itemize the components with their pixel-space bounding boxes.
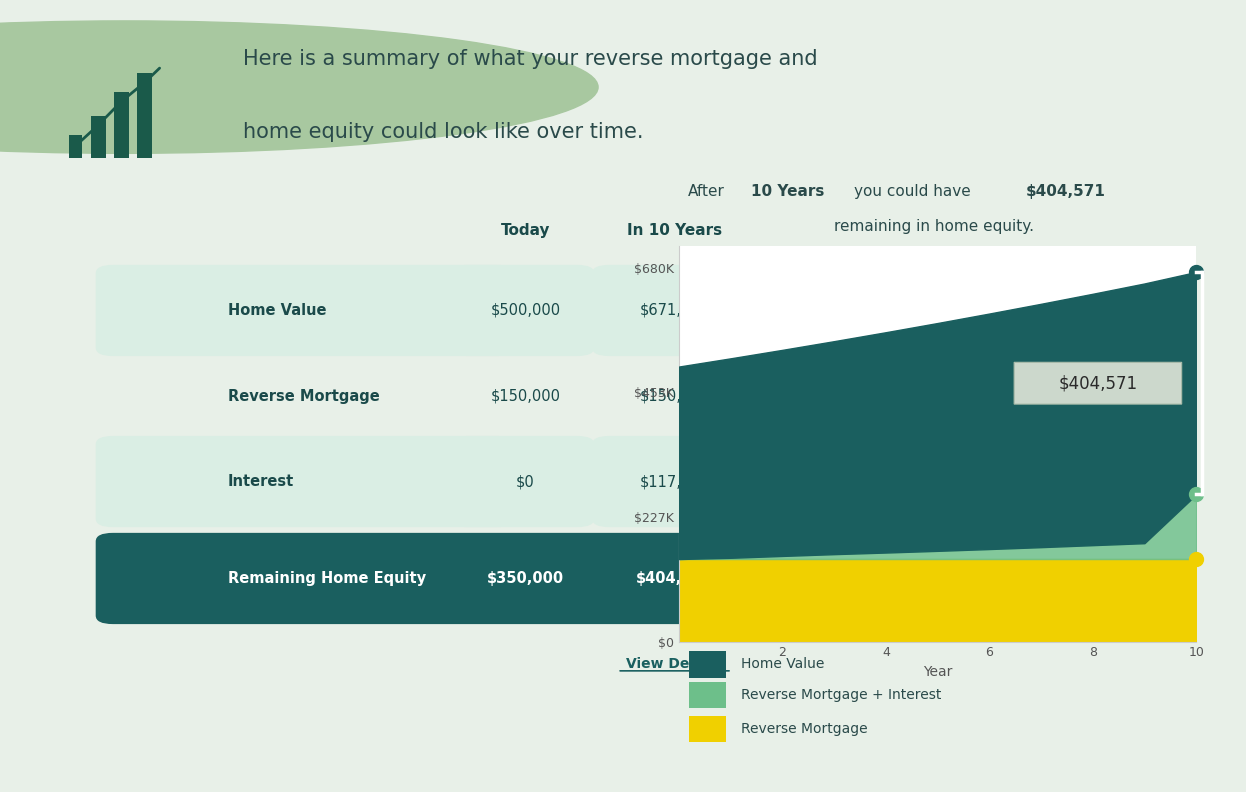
Text: Interest: Interest xyxy=(228,474,294,489)
Text: $671,958: $671,958 xyxy=(639,303,709,318)
Text: Reverse Mortgage + Interest: Reverse Mortgage + Interest xyxy=(741,688,942,702)
X-axis label: Year: Year xyxy=(923,665,952,679)
Point xyxy=(1186,265,1206,278)
Text: After: After xyxy=(688,185,725,200)
Text: $500,000: $500,000 xyxy=(491,303,561,318)
Text: $150,000: $150,000 xyxy=(639,389,709,403)
FancyBboxPatch shape xyxy=(592,436,770,527)
Text: Home Value: Home Value xyxy=(741,657,825,671)
Text: In 10 Years: In 10 Years xyxy=(627,223,723,238)
Text: View Details: View Details xyxy=(625,657,723,671)
Text: Reverse Mortgage: Reverse Mortgage xyxy=(741,722,867,736)
FancyBboxPatch shape xyxy=(1014,362,1181,404)
FancyBboxPatch shape xyxy=(592,265,770,356)
Point xyxy=(1186,488,1206,501)
Bar xyxy=(67,135,82,158)
Text: you could have: you could have xyxy=(855,185,971,200)
FancyBboxPatch shape xyxy=(689,651,725,678)
Text: Home Value: Home Value xyxy=(228,303,326,318)
Point xyxy=(1186,553,1206,565)
Text: $404,571: $404,571 xyxy=(1027,185,1106,200)
Text: $350,000: $350,000 xyxy=(487,571,564,586)
FancyBboxPatch shape xyxy=(96,265,515,356)
Text: Reverse Mortgage: Reverse Mortgage xyxy=(228,389,379,403)
Bar xyxy=(137,73,152,158)
FancyBboxPatch shape xyxy=(96,533,778,624)
Text: $404,571: $404,571 xyxy=(637,571,713,586)
Text: $117,387: $117,387 xyxy=(639,474,709,489)
Text: home equity could look like over time.: home equity could look like over time. xyxy=(243,122,643,142)
FancyBboxPatch shape xyxy=(451,436,594,527)
Text: 10 Years: 10 Years xyxy=(751,185,825,200)
FancyBboxPatch shape xyxy=(96,436,515,527)
Text: Here is a summary of what your reverse mortgage and: Here is a summary of what your reverse m… xyxy=(243,49,817,69)
Text: $0: $0 xyxy=(516,474,535,489)
Text: Remaining Home Equity: Remaining Home Equity xyxy=(228,571,426,586)
FancyBboxPatch shape xyxy=(689,682,725,709)
Bar xyxy=(115,92,128,158)
FancyBboxPatch shape xyxy=(451,265,594,356)
Text: remaining in home equity.: remaining in home equity. xyxy=(835,219,1034,234)
Text: $150,000: $150,000 xyxy=(491,389,561,403)
Circle shape xyxy=(0,21,598,154)
Bar xyxy=(91,116,106,158)
FancyBboxPatch shape xyxy=(689,716,725,742)
Text: $404,571: $404,571 xyxy=(1058,374,1138,392)
Text: Today: Today xyxy=(501,223,551,238)
